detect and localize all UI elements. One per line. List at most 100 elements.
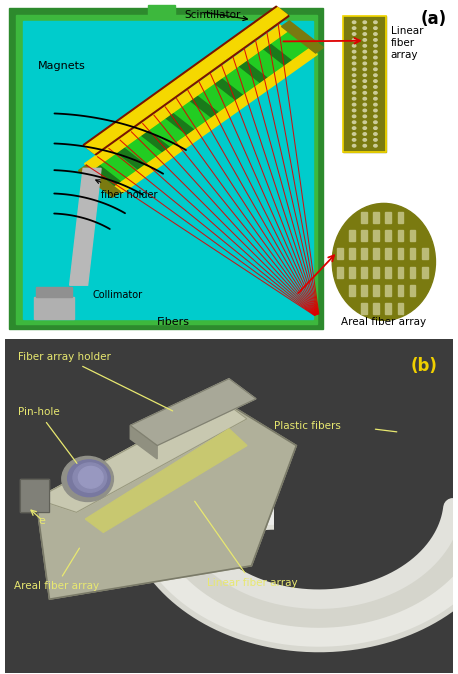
Circle shape [363,133,366,135]
Polygon shape [125,136,161,164]
Circle shape [363,56,366,59]
Circle shape [374,98,377,100]
Circle shape [363,92,366,94]
Bar [148,5,175,18]
Bar [349,249,355,259]
Circle shape [374,144,377,147]
Bar [409,230,415,241]
Text: e: e [38,516,45,526]
Circle shape [352,33,356,35]
Bar [361,303,367,314]
Circle shape [374,121,377,123]
Circle shape [374,86,377,88]
Bar [34,297,74,319]
Bar [398,249,403,259]
Circle shape [363,21,366,24]
Bar [361,285,367,296]
Circle shape [363,33,366,35]
Polygon shape [70,168,101,285]
Bar [349,285,355,296]
Bar [386,212,391,223]
Bar [386,303,391,314]
Bar [422,249,427,259]
Polygon shape [86,26,316,191]
Circle shape [363,121,366,123]
Polygon shape [186,93,222,121]
Circle shape [374,33,377,35]
Bar [398,267,403,278]
Bar [9,8,323,329]
Circle shape [374,56,377,59]
Polygon shape [235,59,271,86]
Circle shape [363,38,366,41]
Text: Fiber array holder: Fiber array holder [18,353,173,411]
Circle shape [374,133,377,135]
Circle shape [363,44,366,47]
Polygon shape [36,399,296,599]
Circle shape [352,144,356,147]
Circle shape [352,51,356,53]
Polygon shape [130,379,256,446]
Circle shape [352,27,356,30]
Circle shape [352,68,356,71]
Text: Plastic fibers: Plastic fibers [274,421,341,431]
Text: Linear fiber array: Linear fiber array [195,501,297,588]
Circle shape [352,121,356,123]
Bar [20,479,49,512]
Bar [373,249,379,259]
Bar [16,15,316,324]
Text: Fibers: Fibers [156,317,190,327]
Polygon shape [85,429,247,532]
Polygon shape [101,154,137,181]
Bar [349,267,355,278]
Text: Scintillator: Scintillator [184,9,240,20]
Circle shape [352,115,356,118]
Bar [344,16,386,152]
Circle shape [363,139,366,141]
Bar [398,303,403,314]
Bar [373,230,379,241]
Bar [361,267,367,278]
Ellipse shape [62,456,114,501]
Circle shape [363,103,366,106]
Bar [373,285,379,296]
Circle shape [363,51,366,53]
Polygon shape [260,41,295,68]
Circle shape [352,80,356,82]
Polygon shape [130,425,157,459]
Circle shape [363,98,366,100]
Polygon shape [89,162,125,189]
Ellipse shape [332,204,436,320]
Circle shape [352,133,356,135]
Circle shape [374,21,377,24]
Circle shape [363,86,366,88]
Circle shape [352,98,356,100]
Text: fiber holder: fiber holder [101,190,158,200]
Circle shape [363,115,366,118]
Bar [373,267,379,278]
Text: Collimator: Collimator [92,290,142,300]
Text: Linear
fiber
array: Linear fiber array [391,26,423,59]
Circle shape [352,44,356,47]
Circle shape [352,109,356,112]
Polygon shape [282,21,323,53]
Bar [386,249,391,259]
Circle shape [374,38,377,41]
Bar [409,267,415,278]
Bar [361,212,367,223]
Bar [373,303,379,314]
Circle shape [352,92,356,94]
Polygon shape [272,32,308,60]
Circle shape [363,74,366,76]
Circle shape [352,38,356,41]
Polygon shape [138,127,173,155]
Polygon shape [199,84,234,112]
Bar [36,287,72,297]
Polygon shape [36,399,247,512]
Polygon shape [113,145,149,173]
Text: (a): (a) [420,9,446,28]
Ellipse shape [68,460,110,497]
Circle shape [374,74,377,76]
Bar [361,230,367,241]
Circle shape [352,74,356,76]
